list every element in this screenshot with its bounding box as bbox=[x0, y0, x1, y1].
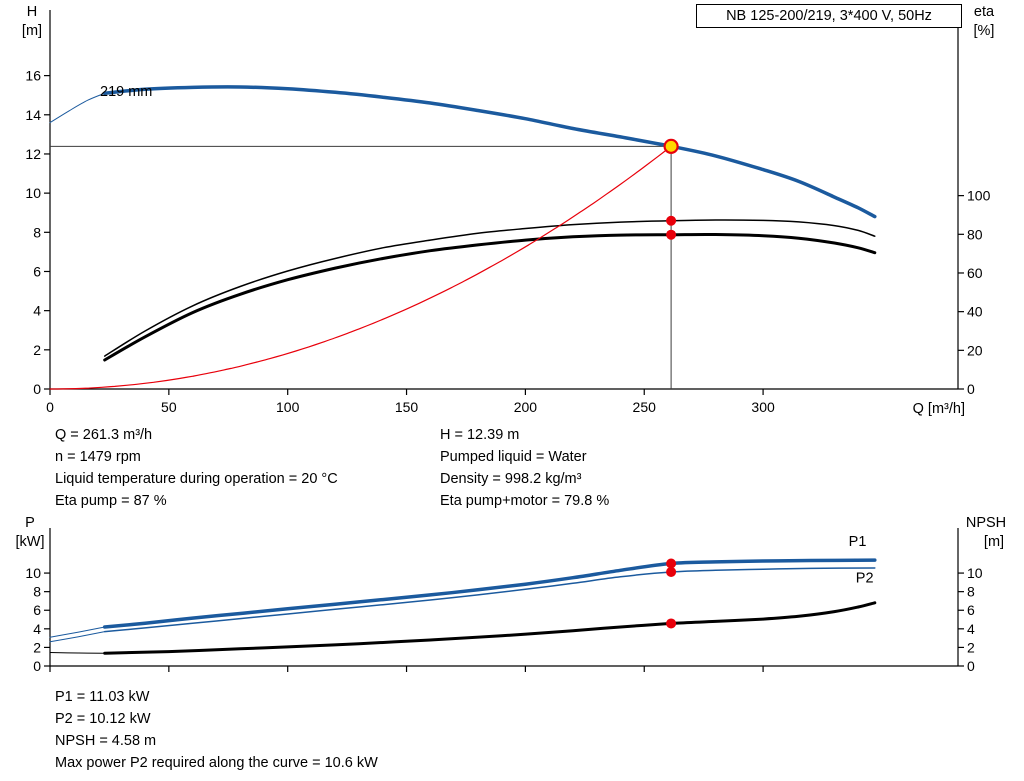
p1-leadin bbox=[49, 626, 106, 638]
left-tick-label: 6 bbox=[33, 263, 41, 279]
p-axis-label: P bbox=[25, 515, 35, 531]
eta-pump-motor-marker bbox=[666, 229, 677, 240]
x-tick-label: 200 bbox=[514, 399, 538, 415]
head-eta-chart: 0 2 4 6 8 10 12 14 16 0 20 40 60 80 100 0 50 100 150 200 250… bbox=[22, 4, 995, 417]
npsh-marker bbox=[666, 618, 677, 629]
p1-marker bbox=[666, 558, 677, 569]
p1-text: P1 = 11.03 kW bbox=[55, 689, 150, 705]
npsh-text: NPSH = 4.58 m bbox=[55, 733, 157, 749]
right-tick-label: 20 bbox=[967, 342, 983, 358]
left-tick-label: 8 bbox=[33, 584, 41, 600]
top-chart-markers bbox=[663, 138, 679, 240]
top-chart-curves bbox=[49, 85, 877, 390]
eta-pump-motor-text: Eta pump+motor = 79.8 % bbox=[440, 493, 610, 509]
right-tick-label: 40 bbox=[967, 304, 983, 320]
left-tick-label: 2 bbox=[33, 342, 41, 358]
liquid-temperature-text: Liquid temperature during operation = 20… bbox=[55, 471, 338, 487]
pumped-liquid-text: Pumped liquid = Water bbox=[440, 449, 587, 465]
left-tick-label: 16 bbox=[25, 68, 41, 84]
left-tick-label: 0 bbox=[33, 381, 41, 397]
h-axis-unit: [m] bbox=[22, 23, 42, 39]
right-tick-label: 60 bbox=[967, 265, 983, 281]
duty-info-left-column: Q = 261.3 m³/h n = 1479 rpm Liquid tempe… bbox=[55, 424, 338, 512]
speed-text: n = 1479 rpm bbox=[55, 449, 141, 465]
curve-label-p1: P1 bbox=[849, 534, 867, 550]
p2-curve bbox=[103, 567, 876, 633]
right-tick-label: 100 bbox=[967, 188, 991, 204]
duty-head-text: H = 12.39 m bbox=[440, 427, 520, 443]
bottom-chart-markers bbox=[666, 558, 677, 629]
right-tick-label: 80 bbox=[967, 226, 983, 242]
density-text: Density = 998.2 kg/m³ bbox=[440, 471, 582, 487]
right-tick-label: 4 bbox=[967, 621, 975, 637]
eta-pump-curve bbox=[103, 219, 876, 357]
power-npsh-chart: 0 2 4 6 8 10 0 2 4 6 8 10 P1 P2 P [kW] NPSH [m] bbox=[16, 515, 1007, 674]
left-tick-label: 8 bbox=[33, 224, 41, 240]
right-tick-label: 2 bbox=[967, 639, 975, 655]
left-tick-label: 4 bbox=[33, 303, 41, 319]
p2-marker bbox=[666, 566, 677, 577]
npsh-axis-unit: [m] bbox=[984, 534, 1004, 550]
curve-label-p2: P2 bbox=[856, 570, 874, 586]
right-tick-label: 6 bbox=[967, 602, 975, 618]
q-axis-label: Q [m³/h] bbox=[913, 401, 965, 417]
top-chart-axes: 0 2 4 6 8 10 12 14 16 0 20 40 60 80 100 0 50 100 150 200 250… bbox=[25, 10, 991, 415]
eta-pump-motor-curve bbox=[103, 232, 877, 362]
eta-axis-unit: [%] bbox=[974, 23, 995, 39]
left-tick-label: 10 bbox=[25, 565, 41, 581]
duty-flow-text: Q = 261.3 m³/h bbox=[55, 427, 153, 443]
bottom-chart-axes: 0 2 4 6 8 10 0 2 4 6 8 10 bbox=[25, 528, 983, 674]
eta-axis-label: eta bbox=[974, 4, 995, 20]
duty-point-marker bbox=[663, 138, 679, 154]
left-tick-label: 2 bbox=[33, 639, 41, 655]
left-tick-label: 4 bbox=[33, 621, 41, 637]
npsh-curve bbox=[103, 601, 877, 655]
impeller-size-label: 219 mm bbox=[100, 84, 152, 100]
power-info-column: P1 = 11.03 kW P2 = 10.12 kW NPSH = 4.58 … bbox=[55, 686, 378, 774]
p1-curve bbox=[102, 558, 877, 629]
bottom-chart-curves: P1 P2 bbox=[49, 534, 877, 655]
max-power-text: Max power P2 required along the curve = … bbox=[55, 755, 378, 771]
left-tick-label: 14 bbox=[25, 107, 41, 123]
p2-text: P2 = 10.12 kW bbox=[55, 711, 151, 727]
npsh-leadin bbox=[49, 652, 106, 654]
pump-title-box: NB 125-200/219, 3*400 V, 50Hz bbox=[696, 4, 962, 28]
x-tick-label: 150 bbox=[395, 399, 419, 415]
p2-leadin bbox=[49, 631, 106, 643]
x-tick-label: 50 bbox=[161, 399, 177, 415]
h-axis-label: H bbox=[27, 4, 37, 20]
eta-pump-text: Eta pump = 87 % bbox=[55, 493, 167, 509]
head-curve-219mm bbox=[102, 85, 877, 219]
head-curve-leadin bbox=[49, 92, 106, 124]
system-curve bbox=[49, 145, 672, 390]
right-tick-label: 0 bbox=[967, 658, 975, 674]
left-tick-label: 6 bbox=[33, 602, 41, 618]
right-tick-label: 10 bbox=[967, 565, 983, 581]
right-tick-label: 8 bbox=[967, 584, 975, 600]
left-tick-label: 0 bbox=[33, 658, 41, 674]
x-tick-label: 0 bbox=[46, 399, 54, 415]
p-axis-unit: [kW] bbox=[16, 534, 45, 550]
duty-info-right-column: H = 12.39 m Pumped liquid = Water Densit… bbox=[440, 424, 609, 512]
eta-pump-marker bbox=[666, 215, 677, 226]
left-tick-label: 12 bbox=[25, 146, 41, 162]
right-tick-label: 0 bbox=[967, 381, 975, 397]
npsh-axis-label: NPSH bbox=[966, 515, 1006, 531]
left-tick-label: 10 bbox=[25, 185, 41, 201]
x-tick-label: 100 bbox=[276, 399, 300, 415]
x-tick-label: 300 bbox=[751, 399, 775, 415]
x-tick-label: 250 bbox=[633, 399, 657, 415]
